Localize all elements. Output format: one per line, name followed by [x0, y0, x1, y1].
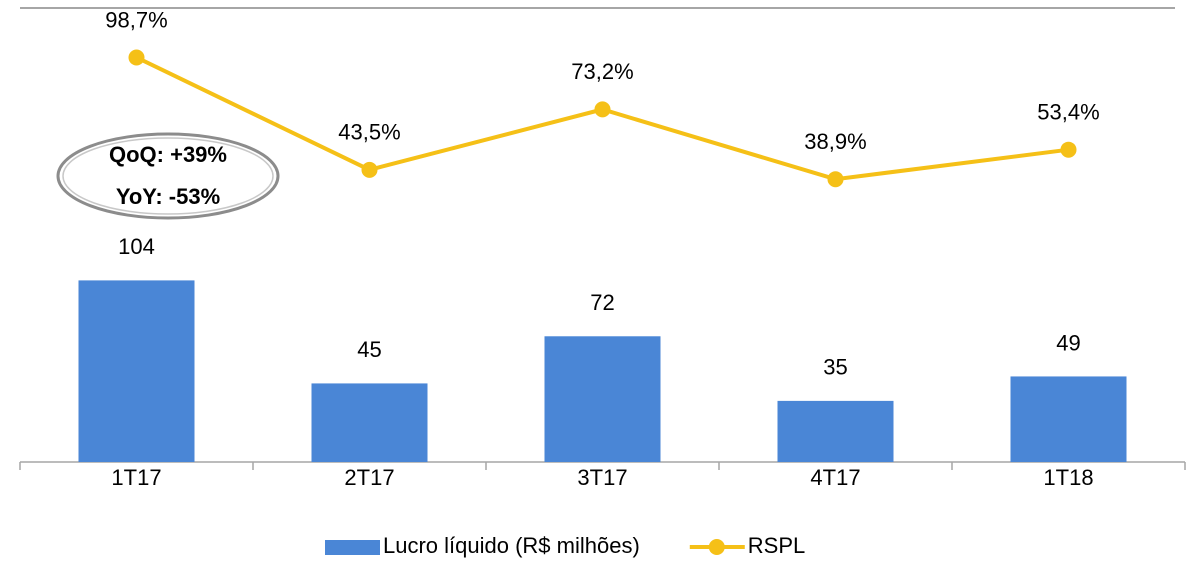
line-point [594, 101, 611, 118]
annotation-ellipse-inner [62, 137, 274, 215]
legend-label: Lucro líquido (R$ milhões) [383, 533, 640, 558]
legend-swatch [325, 540, 380, 555]
bar [311, 383, 428, 462]
bar-label: 72 [590, 290, 614, 315]
annotation: QoQ: +39% [109, 142, 227, 167]
line-label: 98,7% [105, 7, 167, 32]
line-label: 38,9% [804, 129, 866, 154]
line-point [1060, 141, 1077, 158]
line-label: 43,5% [338, 120, 400, 145]
line-point [128, 49, 145, 66]
bar-label: 35 [823, 355, 847, 380]
legend-label: RSPL [748, 533, 805, 558]
line-label: 73,2% [571, 59, 633, 84]
bar-label: 49 [1056, 330, 1080, 355]
bar [777, 400, 894, 462]
bar [1010, 376, 1127, 462]
legend-swatch-dot [708, 539, 725, 555]
x-tick-label: 2T17 [344, 465, 394, 490]
annotation: YoY: -53% [116, 184, 220, 209]
x-tick-label: 4T17 [810, 465, 860, 490]
line-point [827, 171, 844, 188]
line-point [361, 161, 378, 178]
bar-label: 45 [357, 337, 381, 362]
bar-label: 104 [118, 234, 155, 259]
x-tick-label: 1T17 [111, 465, 161, 490]
bar [78, 280, 195, 462]
x-tick-label: 3T17 [577, 465, 627, 490]
annotation-ellipse [56, 132, 280, 220]
bar [544, 336, 661, 462]
line-label: 53,4% [1037, 100, 1099, 125]
x-tick-label: 1T18 [1043, 465, 1093, 490]
